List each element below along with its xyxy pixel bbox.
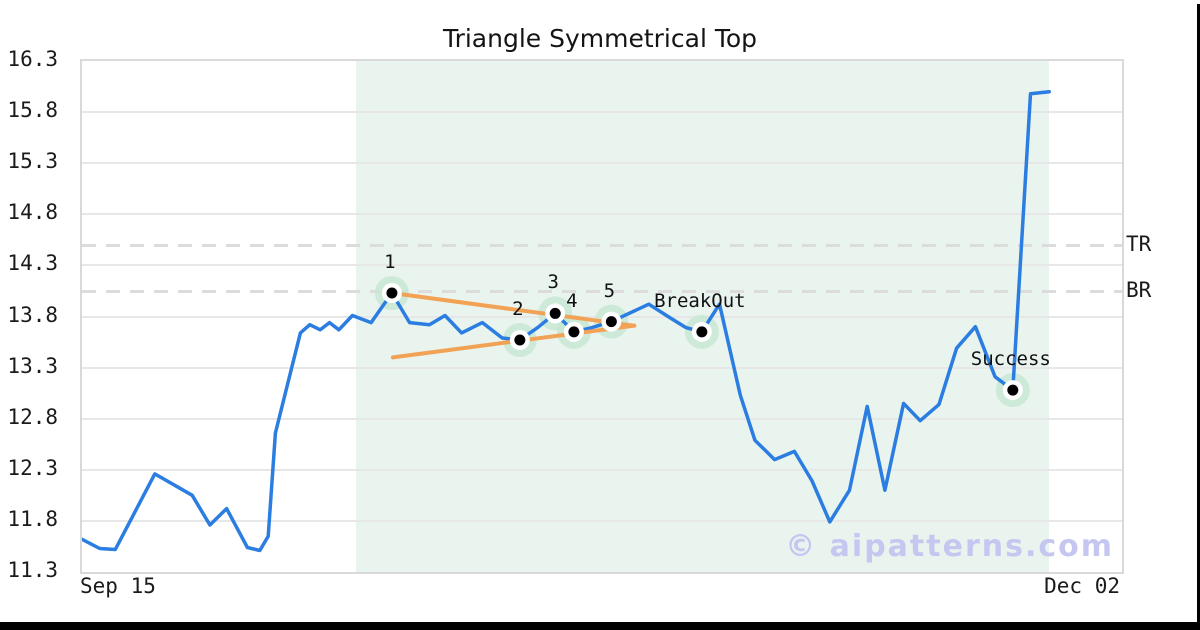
marker-dot <box>386 287 398 299</box>
level-line-tr <box>82 244 1122 248</box>
watermark: © aipatterns.com <box>785 529 1114 564</box>
point-label-4: 4 <box>566 289 578 312</box>
y-axis-tick-label: 14.3 <box>7 251 58 276</box>
gridline <box>82 162 1122 165</box>
gridline <box>82 213 1122 216</box>
y-axis-tick-label: 13.3 <box>7 353 58 378</box>
y-axis-tick-label: 13.8 <box>7 302 58 327</box>
y-axis-tick-label: 11.8 <box>7 506 58 531</box>
upper-trendline <box>389 290 637 328</box>
x-axis-tick-start: Sep 15 <box>80 574 156 598</box>
point-label-1: 1 <box>384 250 396 273</box>
y-axis-tick-label: 12.8 <box>7 404 58 429</box>
point-label-3: 3 <box>547 271 559 294</box>
y-axis-tick-label: 15.8 <box>7 98 58 123</box>
marker-dot <box>514 334 526 346</box>
point-label-success: Success <box>970 348 1051 371</box>
y-axis-tick-label: 15.3 <box>7 149 58 174</box>
marker-dot <box>696 326 708 338</box>
marker-dot <box>605 316 617 328</box>
y-axis-tick-label: 14.8 <box>7 200 58 225</box>
point-label-breakout: BreakOut <box>654 289 746 312</box>
gridline <box>82 468 1122 471</box>
marker-dot <box>568 326 580 338</box>
marker-dot <box>549 307 561 319</box>
y-axis-tick-label: 12.3 <box>7 455 58 480</box>
level-label-br: BR <box>1126 277 1152 302</box>
x-axis-tick-end: Dec 02 <box>1044 574 1120 598</box>
level-label-tr: TR <box>1126 231 1152 256</box>
frame-border-bottom <box>0 622 1200 630</box>
plot-area: © aipatterns.com <box>80 59 1124 574</box>
chart-title: Triangle Symmetrical Top <box>442 24 758 53</box>
gridline <box>82 366 1122 369</box>
price-line-chart <box>82 89 1051 553</box>
gridline <box>82 519 1122 522</box>
y-axis-tick-label: 16.3 <box>7 47 58 71</box>
gridline <box>82 417 1122 420</box>
level-line-br <box>82 290 1122 294</box>
gridline <box>82 264 1122 267</box>
gridline <box>82 111 1122 114</box>
point-label-5: 5 <box>603 279 616 302</box>
point-label-2: 2 <box>512 298 524 320</box>
marker-dot <box>1007 384 1019 396</box>
frame-border-right <box>1197 4 1200 630</box>
y-axis-tick-label: 11.3 <box>7 558 58 582</box>
